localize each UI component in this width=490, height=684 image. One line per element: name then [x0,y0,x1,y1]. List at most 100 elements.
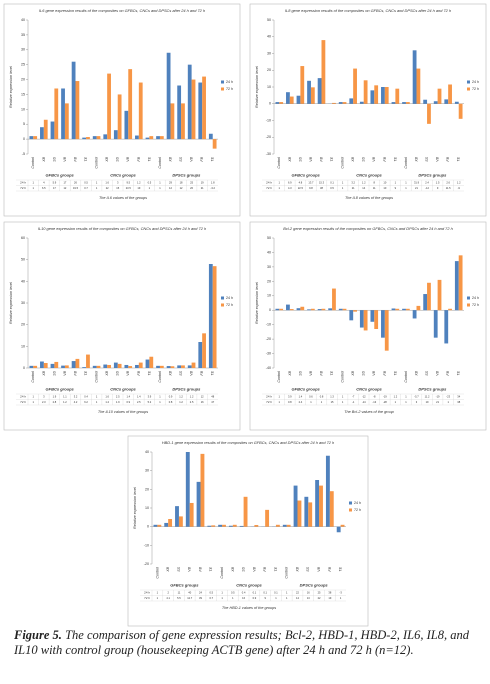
x-tick-label: Control [95,157,99,169]
group-label: GFBCs groups [292,387,321,392]
group-label: GFBCs groups [46,173,75,178]
x-tick-label: TE [211,156,215,161]
bar [156,136,160,140]
x-tick-label: VB [372,370,376,375]
table-value: 9.8 [309,186,313,190]
bar [166,52,171,140]
table-value: 17 [63,180,66,184]
table-value: 2.6 [446,180,450,184]
x-tick-label: TE [330,156,334,161]
table-value: 39 [199,596,202,600]
bar [202,333,206,368]
bar [159,136,164,140]
y-tick-label: 20 [145,487,149,491]
table-value: 1 [159,400,161,404]
bar [178,516,183,527]
y-tick-label: -20 [144,562,149,566]
bar [107,73,111,140]
bar [338,102,343,104]
chart-panel: IL8 gene expression results of the compo… [249,3,487,217]
y-tick-label: -10 [266,118,271,122]
table-value: -5.7 [414,394,419,398]
legend-label: 72 h [226,303,233,307]
y-tick-label: 15 [21,92,25,96]
bar [427,103,431,124]
x-axis-title: The IL10 values of the groups [98,410,148,414]
bar [363,310,368,331]
x-tick-label: XB [168,370,172,376]
x-tick-label: Control [31,371,35,383]
bar [444,310,449,344]
y-tick-label: 20 [267,68,271,72]
bar [338,308,343,311]
x-tick-label: XB [414,370,418,376]
bar [402,308,406,311]
bar [212,266,217,368]
y-tick-label: 0 [23,137,25,141]
y-tick-label: 50 [267,18,271,22]
table-value: 1 [310,400,312,404]
panel-border [127,435,369,627]
table-value: 13.7 [308,180,314,184]
bar [92,136,97,140]
x-tick-label: SS [306,566,310,571]
table-value: 1.4 [105,400,109,404]
table-value: 5.5 [177,596,181,600]
x-tick-label: SS [52,370,56,375]
legend-swatch [467,303,470,307]
table-value: 1 [33,394,35,398]
bar [117,94,122,140]
table-row-label: 24 h [144,591,150,595]
table-value: 1.4 [137,394,141,398]
bar [340,524,345,527]
bar [243,496,248,527]
x-tick-label: XB [295,566,299,572]
table-value: 16 [201,400,204,404]
table-value: 1 [33,186,35,190]
table-value: 22 [296,590,299,594]
x-tick-label: TE [393,156,397,161]
table-value: 0.8 [288,400,292,404]
x-tick-label: FB [263,566,267,571]
table-value: 1 [405,400,407,404]
bar [363,80,368,104]
table-value: 21 [352,186,355,190]
bar [279,308,284,311]
table-value: 1 [342,400,344,404]
bar [395,88,400,104]
table-value: 25 [318,590,321,594]
bar [71,361,76,368]
x-tick-label: VB [190,156,194,161]
table-value: 1 [279,186,281,190]
table-value: 1 [96,400,98,404]
bar [296,95,301,104]
x-tick-label: SS [179,156,183,161]
bar [202,76,206,140]
table-value: 1 [286,590,288,594]
table-value: 1 [232,596,234,600]
table-value: -19 [383,394,387,398]
bar [307,80,311,104]
bar [187,64,192,140]
table-value: 2.5 [116,394,120,398]
y-tick-label: 10 [267,294,271,298]
bar [391,308,396,311]
table-value: 12 [201,394,204,398]
chart-title: IL10 gene expression results of the comp… [38,226,206,231]
bar [423,99,428,104]
y-tick-label: 30 [145,469,149,473]
bar [412,50,417,104]
group-label: CNCs groups [236,583,262,588]
table-value: 1 [96,180,98,184]
bar [381,310,385,338]
group-label: DPSCs groups [300,583,329,588]
table-value: 1.9 [116,400,120,404]
table-value: 31.9 [414,180,420,184]
x-tick-label: Control [404,157,408,169]
table-value: 26 [74,180,77,184]
table-value: 1.9 [53,394,57,398]
table-value: 0.1 [274,590,278,594]
bar [166,366,171,368]
bar [124,364,129,368]
bar [107,364,111,368]
